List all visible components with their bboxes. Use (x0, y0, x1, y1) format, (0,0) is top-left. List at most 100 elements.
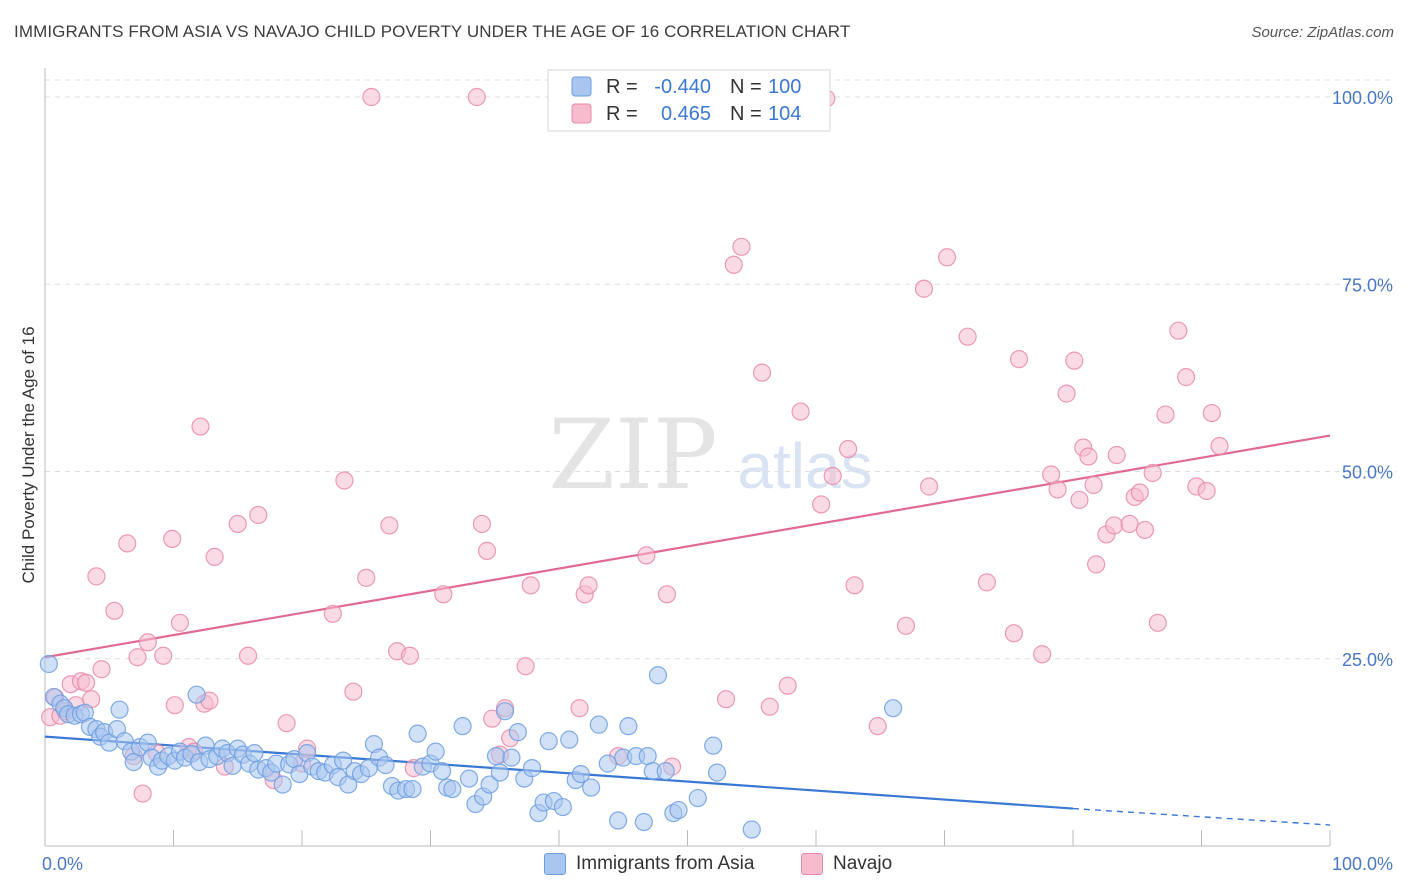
asia-point-82 (508, 723, 527, 742)
asia-point-73 (453, 717, 472, 736)
navajo-point-88 (1065, 351, 1084, 370)
asia-point-95 (598, 754, 617, 773)
navajo-point-69 (791, 402, 810, 421)
y-tick-label-3: 25.0% (1342, 650, 1393, 670)
navajo-point-24 (191, 417, 210, 436)
navajo-point-38 (344, 682, 363, 701)
navajo-point-63 (716, 690, 736, 709)
asia-point-93 (582, 778, 601, 797)
source-label: Source: ZipAtlas.com (1251, 24, 1394, 41)
navajo-point-65 (732, 237, 751, 256)
navajo-point-14 (128, 648, 147, 667)
navajo-point-74 (845, 576, 864, 595)
navajo-point-12 (118, 534, 137, 553)
asia-point-109 (707, 763, 727, 782)
y-tick-label-2: 50.0% (1342, 463, 1393, 483)
navajo-point-105 (1176, 368, 1196, 387)
navajo-point-20 (165, 696, 184, 715)
navajo-point-86 (1048, 480, 1067, 499)
legend-item-navajo: Navajo (801, 851, 892, 877)
navajo-point-9 (87, 567, 106, 586)
navajo-point-31 (249, 505, 268, 525)
navajo-point-97 (1120, 514, 1139, 534)
asia-point-89 (553, 797, 572, 817)
navajo-point-47 (472, 514, 491, 534)
navajo-point-68 (778, 676, 797, 695)
navajo-point-19 (163, 529, 182, 549)
tick-labels: 100.0% 75.0% 50.0% 25.0% 0.0% 100.0% (42, 88, 1393, 874)
navajo-point-85 (1042, 465, 1061, 484)
navajo-point-103 (1156, 405, 1175, 424)
asia-point-92 (571, 764, 590, 784)
asia-point-14 (110, 700, 129, 719)
navajo-point-45 (434, 585, 453, 604)
asia-point-80 (495, 702, 515, 721)
asia-point-106 (669, 800, 688, 820)
navajo-point-84 (1033, 645, 1052, 664)
navajo-point-30 (238, 646, 258, 665)
navajo-point-67 (760, 697, 779, 716)
asia-point-87 (539, 732, 558, 751)
asia-point-94 (589, 715, 608, 734)
navajo-point-66 (752, 363, 772, 382)
legend-swatch-asia-bottom (544, 853, 566, 875)
navajo-point-73 (839, 439, 858, 459)
y-tick-label-0: 100.0% (1332, 88, 1393, 108)
navajo-point-40 (362, 87, 381, 107)
navajo-point-54 (521, 576, 540, 595)
asia-point-84 (522, 759, 542, 778)
asia-point-61 (376, 756, 395, 775)
navajo-point-96 (1107, 445, 1126, 465)
asia-point-100 (634, 812, 653, 832)
navajo-point-21 (170, 613, 190, 632)
navajo-point-46 (467, 87, 486, 107)
asia-point-79 (490, 763, 509, 782)
asia-point-39 (245, 744, 264, 763)
chart-title: IMMIGRANTS FROM ASIA VS NAVAJO CHILD POV… (14, 22, 851, 41)
navajo-point-83 (1009, 350, 1029, 369)
asia-point-104 (656, 761, 675, 781)
navajo-point-18 (154, 646, 173, 665)
navajo-point-41 (380, 516, 399, 535)
navajo-point-29 (228, 514, 247, 534)
asia-point-110 (742, 820, 761, 839)
watermark-zip: ZIP (548, 399, 717, 511)
navajo-point-56 (570, 699, 589, 718)
navajo-point-7 (77, 673, 96, 692)
navajo-point-101 (1143, 463, 1162, 483)
asia-point-66 (408, 724, 427, 743)
navajo-point-81 (977, 573, 997, 592)
navajo-point-27 (205, 547, 224, 566)
asia-point-17 (124, 753, 143, 772)
navajo-point-16 (138, 633, 157, 652)
stats-legend-box (547, 69, 831, 132)
asia-point-54 (334, 751, 353, 770)
asia-point-0 (39, 654, 58, 674)
asia-point-77 (480, 775, 499, 794)
asia-point-19 (138, 733, 157, 752)
navajo-trend-line (44, 434, 1331, 659)
navajo-point-36 (323, 604, 342, 623)
legend-item-asia: Immigrants from Asia (544, 851, 754, 877)
asia-point-96 (609, 811, 628, 830)
navajo-point-80 (958, 327, 977, 346)
navajo-point-109 (1210, 436, 1229, 456)
watermark-atlas: atlas (737, 430, 872, 502)
navajo-point-93 (1087, 555, 1106, 574)
navajo-point-70 (812, 495, 831, 514)
navajo-point-89 (1070, 490, 1089, 510)
legend-r-value-asia: -0.440 (654, 76, 711, 98)
navajo-point-107 (1197, 481, 1216, 501)
navajo-point-92 (1084, 475, 1103, 495)
navajo-point-37 (335, 471, 354, 490)
navajo-point-39 (357, 568, 376, 587)
asia-point-28 (187, 685, 206, 704)
asia-point-90 (560, 730, 579, 749)
asia-trend-line-extension (1072, 807, 1331, 826)
legend-n-label-navajo: N = (730, 103, 762, 125)
navajo-point-75 (868, 717, 887, 736)
asia-point-44 (273, 775, 292, 794)
navajo-point-15 (133, 784, 152, 803)
asia-point-69 (426, 742, 445, 761)
